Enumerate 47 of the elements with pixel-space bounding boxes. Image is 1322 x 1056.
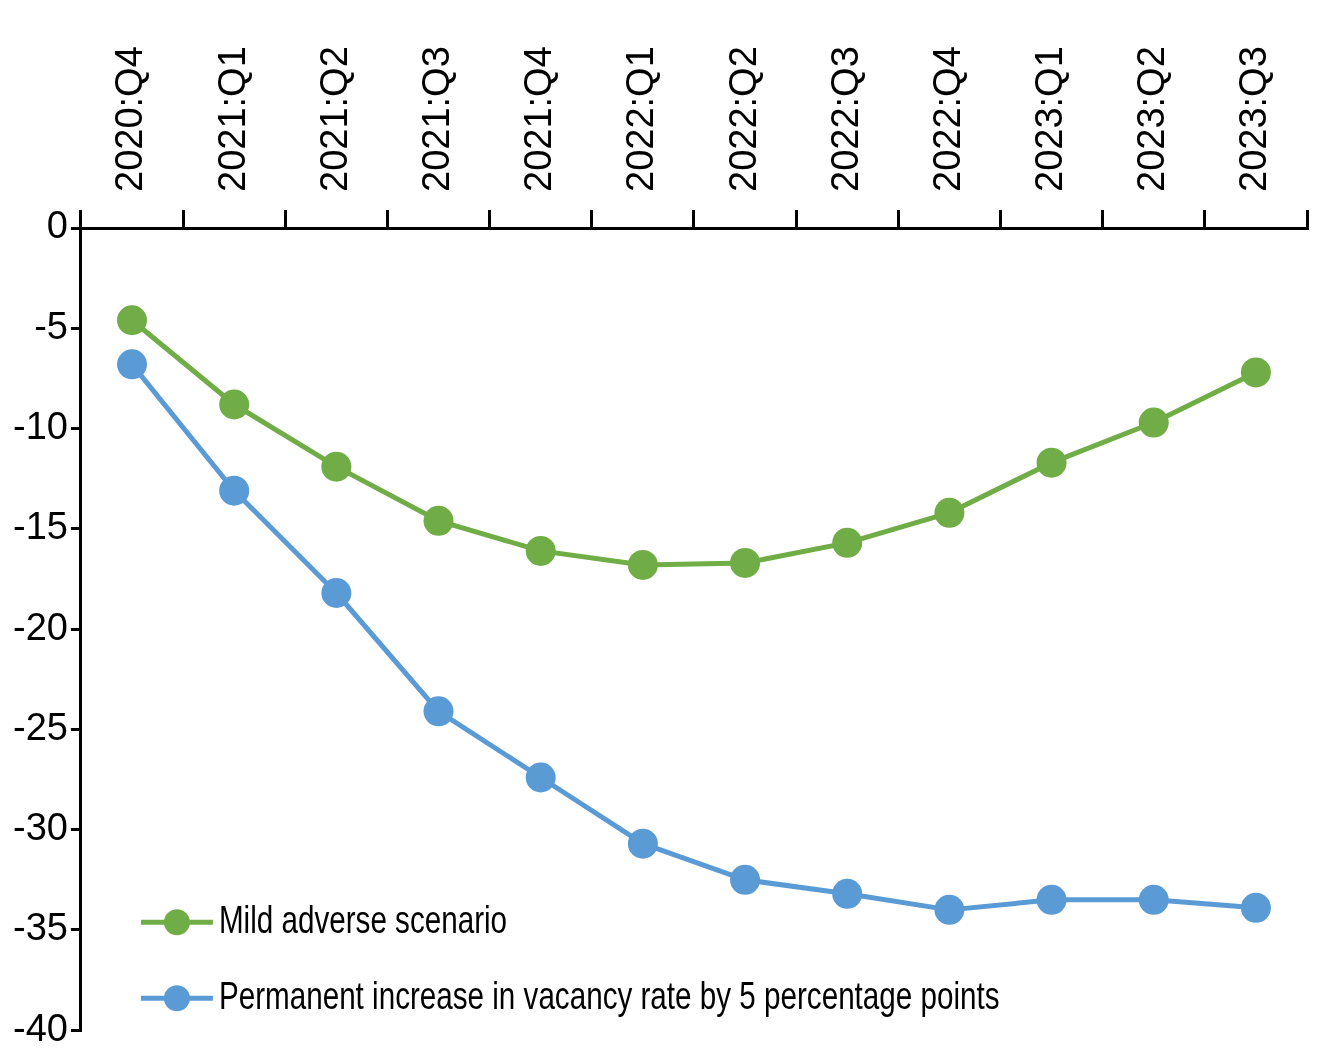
- y-tick-label: -40: [13, 1006, 68, 1049]
- x-tick-label: 2022:Q4: [925, 46, 968, 192]
- x-tick-label: 2022:Q1: [619, 46, 662, 192]
- point: [219, 389, 250, 420]
- y-tick-label: 0: [46, 204, 68, 247]
- point: [934, 894, 965, 925]
- point: [525, 535, 556, 566]
- x-tick-label: 2021:Q4: [517, 46, 560, 192]
- y-tick-label: -20: [13, 605, 68, 648]
- point: [117, 349, 148, 380]
- y-tick-label: -35: [13, 906, 68, 949]
- y-tick-label: -5: [34, 304, 68, 347]
- point: [117, 305, 148, 336]
- y-tick-label: -15: [13, 505, 68, 548]
- point: [627, 549, 658, 580]
- legend-label: Mild adverse scenario: [218, 898, 508, 941]
- x-tick-label: 2020:Q4: [108, 46, 151, 192]
- x-tick-label: 2021:Q3: [415, 46, 458, 192]
- point: [525, 762, 556, 793]
- point: [730, 547, 761, 578]
- point: [1138, 884, 1169, 915]
- x-tick-label: 2023:Q2: [1130, 46, 1173, 192]
- point: [321, 578, 352, 608]
- point: [1036, 884, 1067, 915]
- point: [934, 497, 965, 528]
- x-tick-label: 2022:Q2: [721, 46, 764, 192]
- y-tick-label: -10: [13, 405, 68, 448]
- x-tick-label: 2023:Q1: [1028, 46, 1071, 192]
- point: [730, 864, 761, 895]
- point: [1240, 892, 1271, 923]
- x-tick-label: 2021:Q1: [210, 46, 253, 192]
- point: [219, 475, 250, 506]
- legend-label: Permanent increase in vacancy rate by 5 percentage points: [218, 974, 1000, 1017]
- y-tick-label: -25: [13, 705, 68, 748]
- point: [832, 878, 863, 909]
- point: [627, 828, 658, 859]
- point: [423, 696, 454, 727]
- x-tick-label: 2023:Q3: [1232, 46, 1275, 192]
- point: [423, 505, 454, 536]
- point: [1138, 407, 1169, 438]
- point: [1036, 447, 1067, 478]
- y-tick-label: -30: [13, 806, 68, 849]
- point: [832, 527, 863, 558]
- x-tick-label: 2021:Q2: [312, 46, 355, 192]
- x-tick-label: 2022:Q3: [823, 46, 866, 192]
- point: [321, 451, 352, 482]
- point: [1240, 357, 1271, 388]
